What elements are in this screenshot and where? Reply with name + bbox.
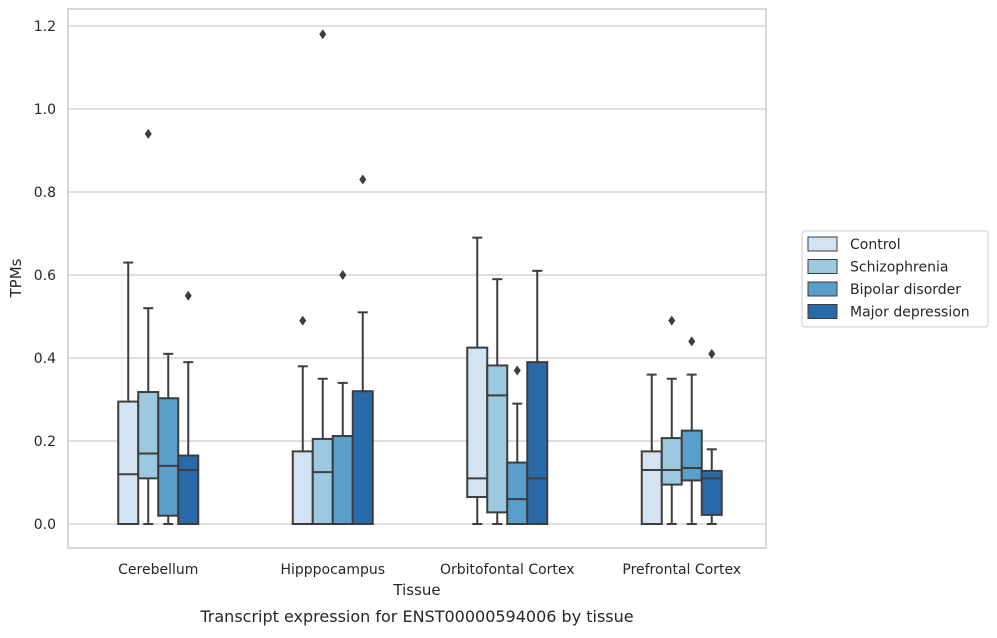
box-3-0 [177,290,200,525]
outlier-point [359,174,367,185]
box-iqr [311,437,334,525]
box-iqr [157,397,180,517]
outlier-point [184,290,192,301]
box-iqr [331,435,354,525]
box-0-3 [640,373,663,525]
legend-entry: Control [850,237,901,253]
box-0-0 [117,261,140,526]
chart-caption: Transcript expression for ENST0000059400… [199,607,633,626]
outlier-point [708,348,716,359]
y-tick-label: 0.4 [34,351,56,367]
y-axis-label: TPMs [7,258,25,298]
legend-swatch [807,236,838,252]
box-iqr [680,429,703,482]
x-tick-label: Prefrontal Cortex [622,562,741,578]
outlier-point [319,29,327,40]
box-iqr [700,469,723,516]
x-tick-label: Hipppocampus [280,562,385,578]
box-iqr [177,454,200,525]
x-tick-label: Orbitofontal Cortex [440,562,575,578]
y-tick-label: 0.0 [34,517,56,533]
x-axis-label: Tissue [392,581,440,599]
box-iqr [291,450,314,525]
legend-swatch [807,304,838,319]
plot-frame [67,8,767,549]
box-3-1 [351,174,374,526]
legend: Control Schizophrenia Bipolar disorder Majo… [801,230,989,328]
box-iqr [506,461,529,525]
outlier-point [513,365,521,376]
box-3-2 [526,269,549,525]
y-tick-label: 0.2 [34,434,56,450]
box-iqr [640,450,663,525]
box-layer [117,29,723,526]
legend-frame [801,230,989,328]
y-tick-label: 0.6 [34,268,56,284]
y-tick-label: 1.0 [34,102,56,118]
y-tick-label: 1.2 [34,19,56,35]
legend-entry: Major depression [850,305,970,321]
legend-swatch [807,259,838,274]
outlier-point [299,315,307,326]
box-1-0 [137,128,160,525]
box-0-1 [291,315,314,525]
box-iqr [526,361,549,525]
outlier-point [668,315,676,326]
box-iqr [137,391,160,480]
box-2-3 [680,336,703,525]
box-1-3 [660,315,683,525]
legend-entry: Bipolar disorder [850,282,961,298]
outlier-point [339,270,347,280]
legend-swatch [807,281,838,297]
y-tick-labels: 0.0 0.2 0.4 0.6 0.8 1.0 1.2 [34,19,56,533]
outlier-point [688,336,696,347]
box-iqr [351,390,374,526]
box-iqr [660,437,683,486]
box-2-0 [157,352,180,525]
box-iqr [117,400,140,526]
box-0-2 [466,236,489,525]
x-tick-labels: Cerebellum Hipppocampus Orbitofontal Corte… [118,562,741,578]
legend-entry: Schizophrenia [850,260,948,276]
y-tick-label: 0.8 [34,185,56,201]
box-iqr [486,364,509,514]
box-2-2 [506,365,529,525]
x-tick-label: Cerebellum [118,562,198,578]
box-3-3 [700,348,723,525]
grid-layer [68,25,766,525]
box-2-1 [331,270,354,525]
box-1-2 [486,278,509,525]
outlier-point [144,128,152,139]
box-iqr [466,346,489,499]
box-1-1 [311,29,334,525]
